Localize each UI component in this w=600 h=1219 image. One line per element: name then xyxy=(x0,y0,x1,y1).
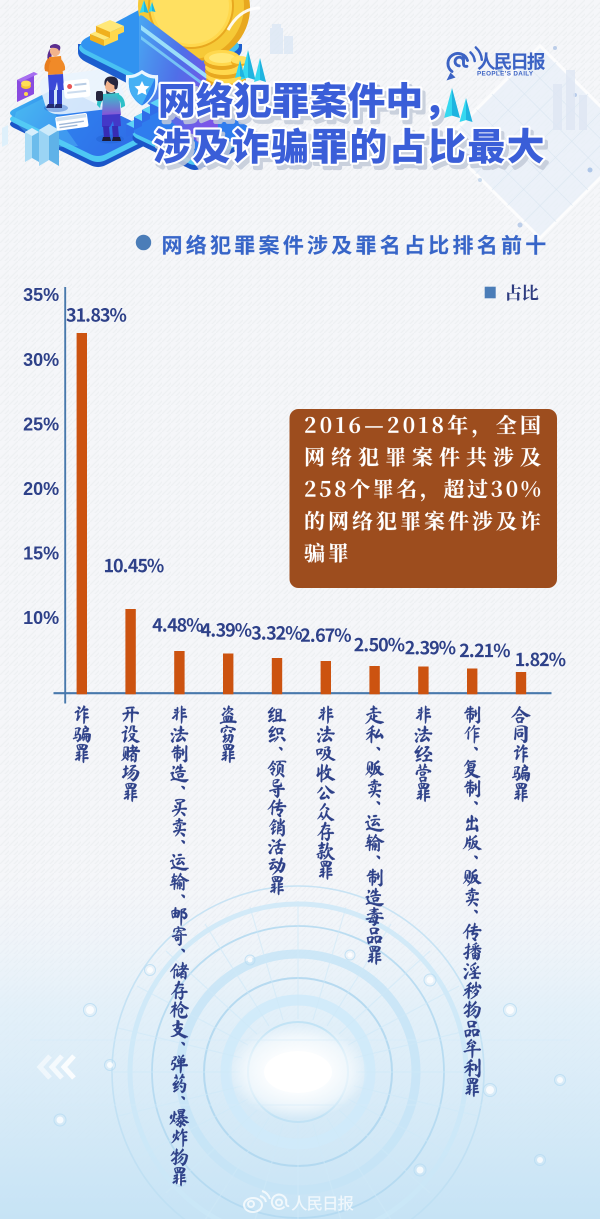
svg-text:30%: 30% xyxy=(23,350,59,370)
svg-text:10%: 10% xyxy=(23,608,59,628)
svg-text:15%: 15% xyxy=(23,543,59,563)
svg-text:20%: 20% xyxy=(23,479,59,499)
svg-text:35%: 35% xyxy=(23,285,59,305)
svg-text:25%: 25% xyxy=(23,414,59,434)
svg-text:PEOPLE’S DAILY: PEOPLE’S DAILY xyxy=(477,71,534,78)
